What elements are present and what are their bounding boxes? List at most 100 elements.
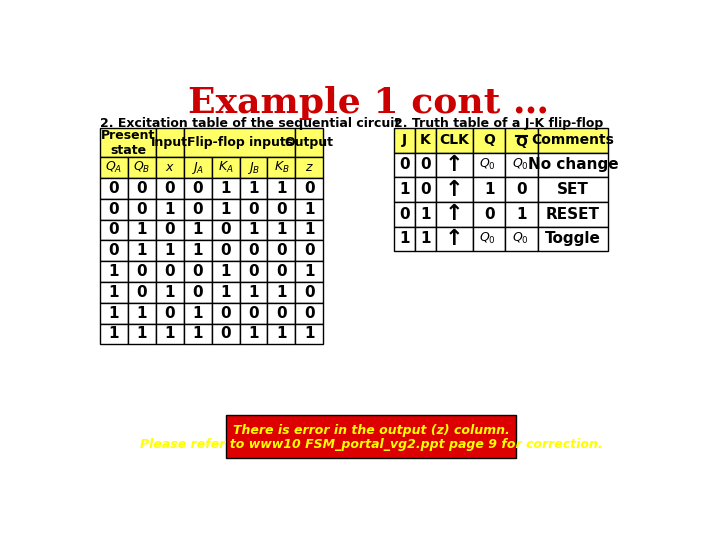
Bar (100, 303, 128, 323)
Text: 0: 0 (137, 181, 147, 196)
Bar (436, 226, 473, 251)
Text: 1: 1 (304, 326, 315, 341)
Bar (538, 202, 608, 226)
Text: 0: 0 (192, 201, 203, 217)
Bar (295, 199, 323, 220)
Bar (100, 220, 128, 240)
Bar (212, 240, 240, 261)
Text: 1: 1 (304, 264, 315, 279)
Bar (212, 199, 240, 220)
Bar (240, 261, 267, 282)
Text: 1: 1 (248, 326, 258, 341)
Bar (505, 153, 538, 177)
Text: 1: 1 (137, 222, 147, 238)
Text: 0: 0 (276, 306, 287, 321)
Text: Please refer to www10 FSM_portal_vg2.ppt page 9 for correction.: Please refer to www10 FSM_portal_vg2.ppt… (140, 437, 602, 450)
Text: 0: 0 (164, 222, 175, 238)
Text: 0: 0 (420, 157, 431, 172)
Text: 1: 1 (248, 181, 258, 196)
Bar (156, 240, 184, 261)
Bar (415, 177, 436, 202)
Bar (128, 323, 156, 345)
Text: 1: 1 (192, 243, 203, 258)
Text: 1: 1 (276, 285, 287, 300)
Text: 0: 0 (137, 285, 147, 300)
Text: 0: 0 (248, 201, 258, 217)
Text: 0: 0 (304, 181, 315, 196)
Bar (156, 220, 184, 240)
Bar (436, 128, 473, 153)
Bar (240, 323, 267, 345)
Bar (128, 178, 156, 199)
Bar (473, 128, 505, 153)
Text: Q: Q (483, 133, 495, 147)
Bar (212, 157, 240, 178)
Text: 1: 1 (248, 222, 258, 238)
Text: 0: 0 (516, 182, 527, 197)
Text: 1: 1 (516, 207, 527, 222)
Text: ↑: ↑ (445, 204, 464, 224)
Text: 0: 0 (399, 207, 410, 222)
Bar (240, 157, 267, 178)
Text: 1: 1 (304, 222, 315, 238)
Text: 0: 0 (192, 181, 203, 196)
Text: J: J (402, 133, 407, 147)
Bar (295, 128, 323, 157)
Text: 1: 1 (276, 222, 287, 238)
Bar (212, 303, 240, 323)
Text: 1: 1 (165, 201, 175, 217)
Text: 0: 0 (164, 181, 175, 196)
Bar (394, 177, 415, 202)
Bar (100, 157, 128, 178)
Text: 0: 0 (109, 243, 120, 258)
Bar (128, 261, 156, 282)
Text: Toggle: Toggle (545, 231, 600, 246)
Text: 1: 1 (220, 285, 231, 300)
Bar (538, 153, 608, 177)
Bar (473, 153, 505, 177)
Bar (156, 178, 184, 199)
Bar (184, 323, 212, 345)
Text: 0: 0 (220, 306, 231, 321)
Bar (156, 282, 184, 303)
Text: 1: 1 (165, 326, 175, 341)
Bar (415, 153, 436, 177)
Text: 1: 1 (192, 306, 203, 321)
Text: $Q_0$: $Q_0$ (512, 231, 528, 246)
Text: 0: 0 (276, 201, 287, 217)
Text: 1: 1 (192, 222, 203, 238)
Text: 0: 0 (192, 264, 203, 279)
Bar (473, 202, 505, 226)
Bar (415, 202, 436, 226)
Bar (295, 323, 323, 345)
Bar (240, 303, 267, 323)
Bar (267, 261, 295, 282)
Bar (295, 220, 323, 240)
Text: 0: 0 (399, 157, 410, 172)
Bar (240, 282, 267, 303)
Bar (267, 157, 295, 178)
Bar (100, 282, 128, 303)
Text: Q: Q (516, 135, 528, 149)
Text: 0: 0 (137, 264, 147, 279)
Bar (128, 157, 156, 178)
Text: 1: 1 (220, 181, 231, 196)
Text: 0: 0 (484, 207, 495, 222)
Bar (184, 128, 295, 157)
Text: Present
state: Present state (101, 129, 156, 157)
Bar (128, 282, 156, 303)
Bar (436, 153, 473, 177)
Bar (436, 202, 473, 226)
Bar (295, 240, 323, 261)
Text: Comments: Comments (531, 133, 614, 147)
Bar (415, 226, 436, 251)
Bar (394, 202, 415, 226)
Bar (212, 282, 240, 303)
Bar (267, 220, 295, 240)
Text: 0: 0 (109, 222, 120, 238)
Text: 1: 1 (109, 326, 120, 341)
Text: 1: 1 (109, 285, 120, 300)
Text: 0: 0 (109, 181, 120, 196)
Bar (394, 153, 415, 177)
Bar (156, 261, 184, 282)
